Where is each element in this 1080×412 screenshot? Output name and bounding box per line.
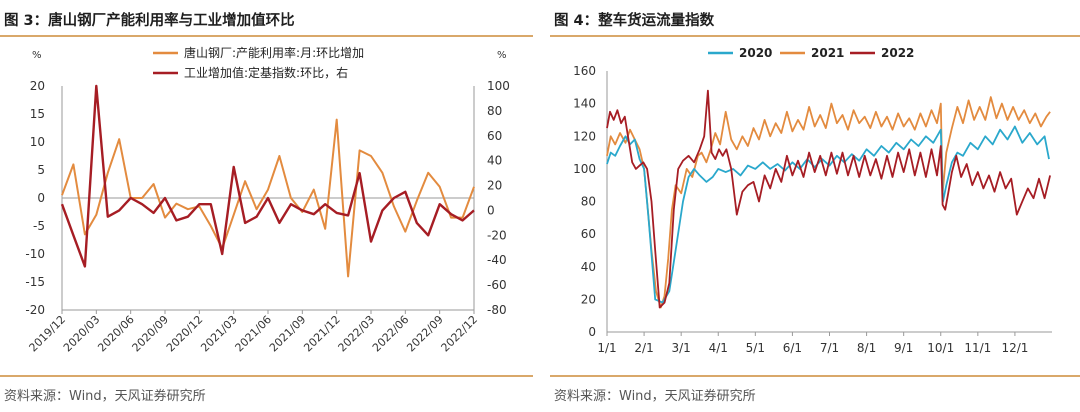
right-y-tick-label: -40 <box>487 253 507 267</box>
y-tick-label: 0 <box>588 325 596 339</box>
x-tick-label: 2020/12 <box>164 313 206 355</box>
industrial-value-added-line <box>60 84 475 268</box>
left-y-tick-label: 5 <box>37 163 45 177</box>
right-y-tick-label: 100 <box>487 79 510 93</box>
right-y-tick-label: -20 <box>487 228 507 242</box>
y-tick-label: 100 <box>573 162 596 176</box>
left-y-tick-label: 20 <box>30 79 45 93</box>
x-tick-label: 3/1 <box>672 341 691 355</box>
x-tick-label: 1/1 <box>597 341 616 355</box>
x-tick-label: 2022/03 <box>336 313 378 355</box>
x-tick-label: 2022/06 <box>370 313 412 355</box>
x-tick-label: 2/1 <box>634 341 653 355</box>
right-y-tick-label: 80 <box>487 104 502 118</box>
right-axis-unit: % <box>497 50 507 61</box>
left-y-tick-label: 10 <box>30 135 45 149</box>
left-panel-title: 图 3：唐山钢厂产能利用率与工业增加值环比 <box>4 13 295 29</box>
y-tick-label: 20 <box>581 292 596 306</box>
legend-label: 2021 <box>811 46 844 60</box>
right-source-note: 资料来源：Wind，天风证券研究所 <box>554 389 756 404</box>
left-top-rule <box>0 35 533 37</box>
y-tick-label: 120 <box>573 129 596 143</box>
right-y-tick-label: -60 <box>487 278 507 292</box>
right-y-tick-label: 0 <box>487 203 495 217</box>
left-y-tick-label: 0 <box>37 191 45 205</box>
left-panel: 图 3：唐山钢厂产能利用率与工业增加值环比 %% 20 15 10 5 0 -5 -10 -15… <box>0 0 533 412</box>
x-tick-label: 2021/09 <box>267 313 309 355</box>
left-source-note: 资料来源：Wind，天风证券研究所 <box>4 389 206 404</box>
x-tick-label: 2020/06 <box>95 313 137 355</box>
y-tick-label: 40 <box>581 260 596 274</box>
x-tick-label: 5/1 <box>746 341 765 355</box>
truck-freight-index-chart: 160 140 120 100 80 60 40 20 01/1 2/1 3/1 4/1 5/1 6/1 7… <box>573 46 1052 355</box>
legend-label: 工业增加值:定基指数:环比，右 <box>184 65 348 80</box>
x-tick-label: 12/1 <box>1001 341 1028 355</box>
x-tick-label: 9/1 <box>894 341 913 355</box>
x-tick-label: 2021/03 <box>198 313 240 355</box>
right-bottom-rule <box>550 375 1080 377</box>
left-axis-unit: % <box>32 50 42 61</box>
x-tick-label: 2020/09 <box>130 313 172 355</box>
right-y-tick-label: 20 <box>487 179 502 193</box>
left-bottom-rule <box>0 375 533 377</box>
right-panel: 图 4：整车货运流量指数 160 140 120 100 80 60 40 20 0 1/1 2/1… <box>550 0 1080 412</box>
steel-capacity-industrial-chart: % % 20 15 10 5 0 -5 -10 -15 -20 100 80 60 40 20 0 -20 -40 -… <box>25 45 510 355</box>
x-tick-label: 6/1 <box>783 341 802 355</box>
right-y-tick-label: 60 <box>487 129 502 143</box>
right-y-tick-label: 40 <box>487 154 502 168</box>
x-tick-label: 2019/12 <box>27 313 69 355</box>
left-y-tick-label: -5 <box>33 219 45 233</box>
left-y-tick-label: -10 <box>25 247 45 261</box>
right-y-tick-label: -80 <box>487 303 507 317</box>
y-tick-label: 160 <box>573 64 596 78</box>
x-tick-label: 2020/03 <box>61 313 103 355</box>
x-tick-label: 11/1 <box>964 341 991 355</box>
legend-label: 唐山钢厂:产能利用率:月:环比增加 <box>184 45 364 60</box>
series-2021-line <box>606 96 1051 309</box>
series-2022-line <box>606 89 1051 309</box>
x-tick-label: 2021/12 <box>301 313 343 355</box>
x-tick-label: 10/1 <box>927 341 954 355</box>
y-tick-label: 80 <box>581 195 596 209</box>
x-tick-label: 2021/06 <box>233 313 275 355</box>
left-y-tick-label: 15 <box>30 107 45 121</box>
x-tick-label: 8/1 <box>857 341 876 355</box>
x-tick-label: 7/1 <box>820 341 839 355</box>
right-top-rule <box>550 35 1080 37</box>
x-tick-label: 2022/09 <box>404 313 446 355</box>
x-tick-label: 2022/12 <box>439 313 481 355</box>
left-y-tick-label: -15 <box>25 275 45 289</box>
right-panel-title: 图 4：整车货运流量指数 <box>554 13 715 29</box>
legend-label: 2020 <box>739 46 772 60</box>
y-tick-label: 60 <box>581 227 596 241</box>
legend-label: 2022 <box>881 46 914 60</box>
y-tick-label: 140 <box>573 97 596 111</box>
left-y-tick-label: -20 <box>25 303 45 317</box>
x-tick-label: 4/1 <box>709 341 728 355</box>
